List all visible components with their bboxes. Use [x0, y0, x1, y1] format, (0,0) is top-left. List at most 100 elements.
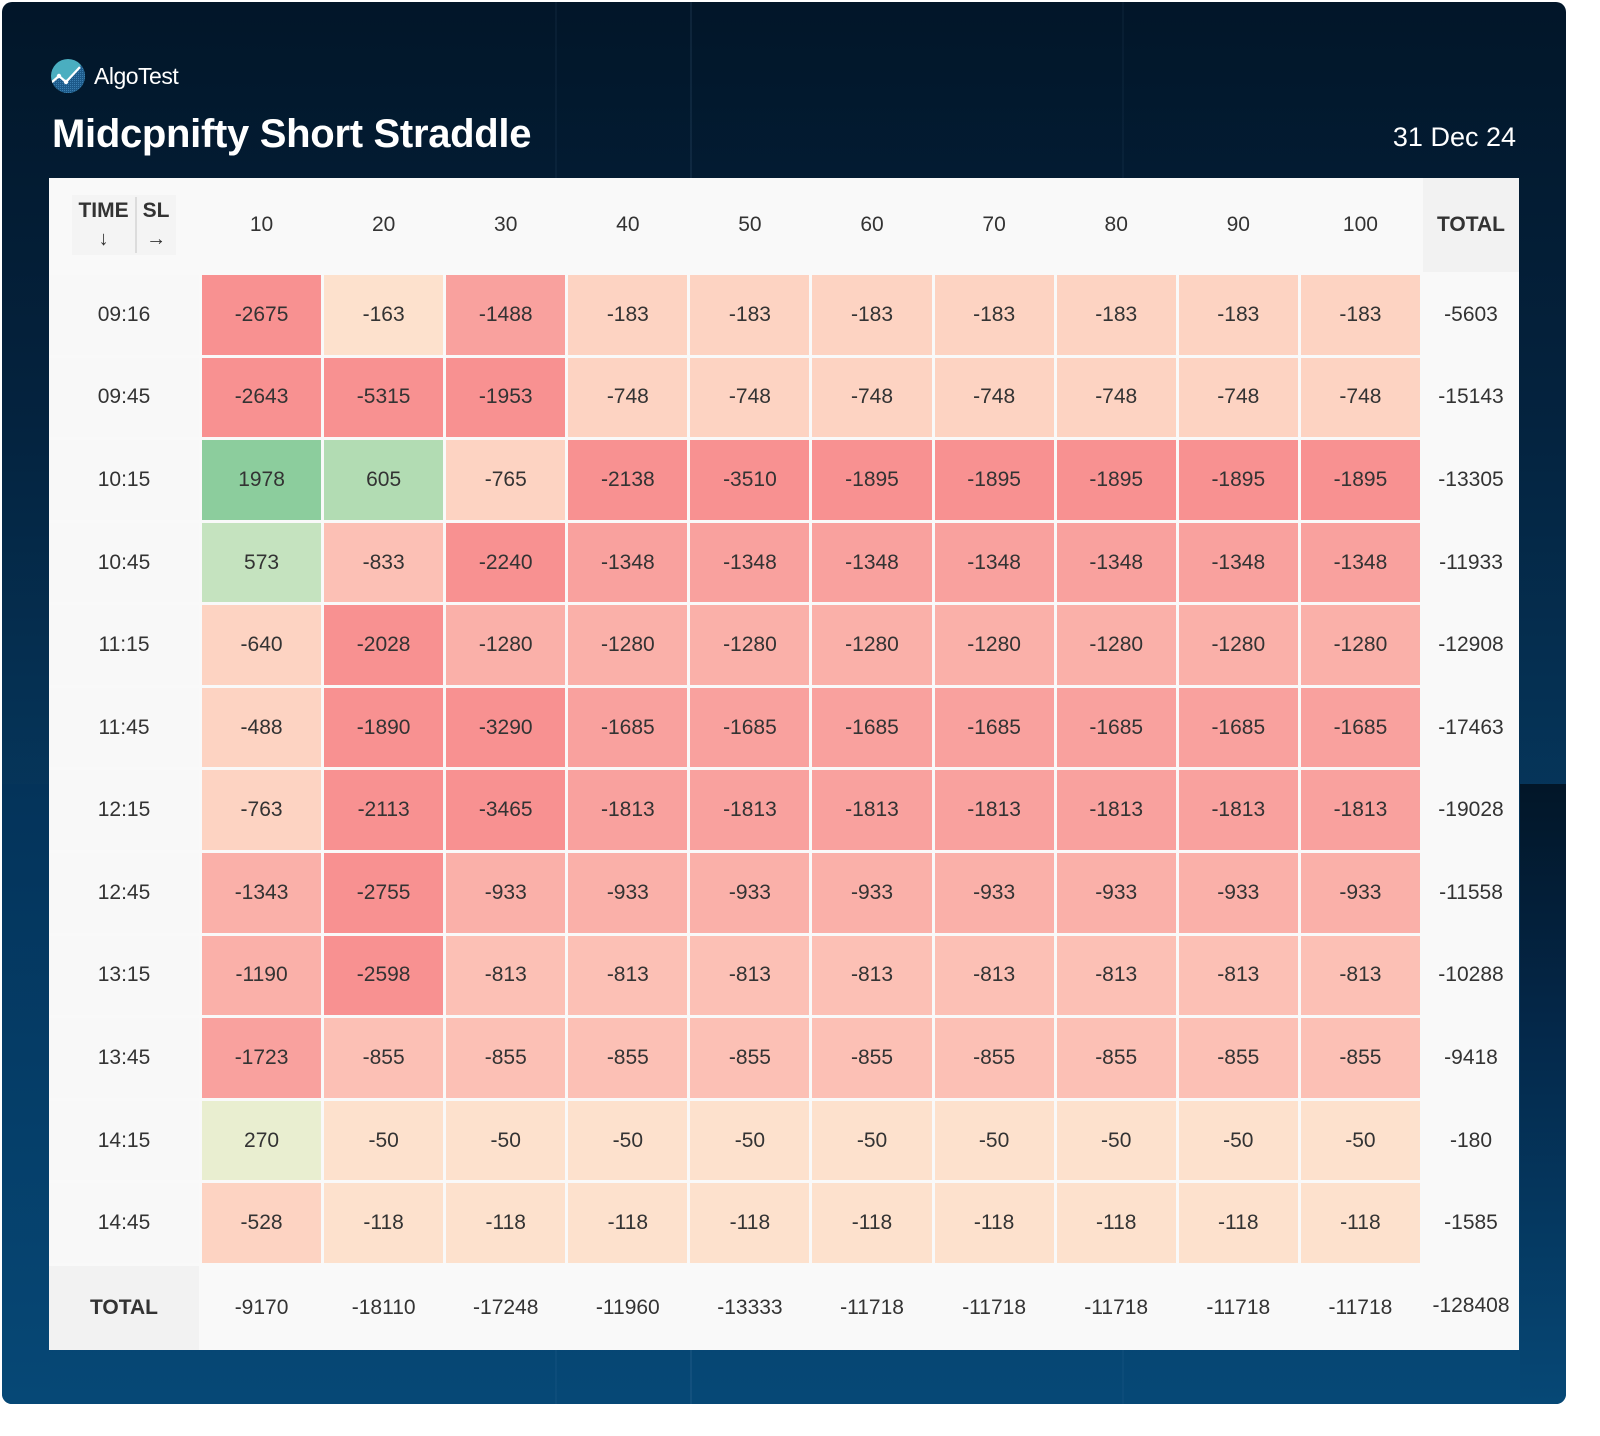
column-total: -11718: [1300, 1266, 1420, 1350]
heatmap-cell: -1813: [690, 770, 810, 851]
heatmap-cell: -813: [812, 935, 932, 1016]
heatmap-cell: -748: [934, 357, 1054, 438]
row-total: -9418: [1423, 1018, 1519, 1098]
heatmap-cell: -50: [446, 1100, 566, 1181]
heatmap-cell: -2028: [324, 605, 444, 685]
heatmap-cell: -50: [934, 1100, 1054, 1181]
heatmap-cell: -855: [446, 1018, 566, 1098]
row-total: -10288: [1423, 935, 1519, 1016]
heatmap-cell: -1280: [446, 605, 566, 685]
column-total: -11718: [934, 1266, 1054, 1350]
heatmap-cell: -855: [1056, 1018, 1176, 1098]
heatmap-cell: -748: [1056, 357, 1176, 438]
heatmap-cell: -1895: [812, 440, 932, 520]
report-date: 31 Dec 24: [1392, 122, 1516, 152]
heatmap-row: 11:45 -488 -1890 -3290 -1685 -1685 -1685 -1685-…: [49, 687, 1519, 768]
heatmap-cell: -50: [324, 1100, 444, 1181]
heatmap-row: 10:45 573 -833 -2240 -1348 -1348 -1348 -1348 -13…: [49, 522, 1519, 603]
heatmap-cell: -1895: [934, 440, 1054, 520]
heatmap-cell: -640: [202, 605, 322, 685]
heatmap-cell: -2675: [202, 275, 322, 355]
heatmap-cell: -833: [324, 522, 444, 603]
heatmap-cell: -1813: [812, 770, 932, 851]
row-total: -11933: [1423, 522, 1519, 603]
heatmap-body: 09:16 -2675 -163 -1488 -183 -183 -183 -183 -183-…: [49, 275, 1519, 1263]
heatmap-cell: -50: [690, 1100, 810, 1181]
heatmap-cell: -1685: [568, 687, 688, 768]
heatmap-cell: -50: [1178, 1100, 1298, 1181]
row-total: -12908: [1423, 605, 1519, 685]
heatmap-cell: -933: [934, 853, 1054, 933]
arrow-down-icon: ↓: [98, 228, 109, 250]
heatmap-cell: -528: [202, 1183, 322, 1263]
corner-header: TIME ↓ SL →: [49, 178, 199, 272]
heatmap-cell: -183: [1178, 275, 1298, 355]
heatmap-cell: -855: [812, 1018, 932, 1098]
column-total: -17248: [446, 1266, 566, 1350]
heatmap-row: 13:45 -1723 -855 -855 -855 -855 -855 -855 -855 -8…: [49, 1018, 1519, 1098]
heatmap-cell: -1813: [1178, 770, 1298, 851]
heatmap-cell: -1280: [1300, 605, 1420, 685]
heatmap-cell: -855: [934, 1018, 1054, 1098]
column-header-sl-60: 60: [812, 178, 932, 272]
heatmap-cell: -118: [1178, 1183, 1298, 1263]
heatmap-cell: -2598: [324, 935, 444, 1016]
heatmap-cell: -1723: [202, 1018, 322, 1098]
row-total: -11558: [1423, 853, 1519, 933]
heatmap-cell: 605: [324, 440, 444, 520]
heatmap-cell: -1895: [1056, 440, 1176, 520]
row-header-time: 11:15: [49, 605, 199, 685]
column-totals-row: TOTAL -9170 -18110 -17248 -11960 -13333 -1171…: [49, 1266, 1519, 1350]
heatmap-cell: -1813: [1300, 770, 1420, 851]
heatmap-cell: -855: [1178, 1018, 1298, 1098]
heatmap-cell: -118: [568, 1183, 688, 1263]
heatmap-cell: -183: [1056, 275, 1176, 355]
heatmap-cell: -118: [934, 1183, 1054, 1263]
time-axis-label: TIME: [78, 199, 129, 222]
time-axis-legend: TIME ↓: [72, 197, 134, 253]
heatmap-cell: -1813: [1056, 770, 1176, 851]
heatmap-cell: -1685: [1056, 687, 1176, 768]
heatmap-cell: -118: [812, 1183, 932, 1263]
heatmap-cell: -183: [934, 275, 1054, 355]
row-header-time: 10:15: [49, 440, 199, 520]
heatmap-cell: -763: [202, 770, 322, 851]
heatmap-row: 09:45 -2643 -5315 -1953 -748 -748 -748 -748 -748…: [49, 357, 1519, 438]
heatmap-cell: -765: [446, 440, 566, 520]
column-total: -11718: [1056, 1266, 1176, 1350]
header-row: TIME ↓ SL → 10 20 30 40 50 60 70 80 90 100 TOTAL: [49, 178, 1519, 272]
heatmap-cell: 573: [202, 522, 322, 603]
heatmap-cell: -1348: [934, 522, 1054, 603]
heatmap-cell: -2113: [324, 770, 444, 851]
row-header-time: 13:45: [49, 1018, 199, 1098]
column-header-sl-50: 50: [690, 178, 810, 272]
heatmap-cell: -1190: [202, 935, 322, 1016]
background-band-left: [2, 784, 50, 1404]
axis-legend: TIME ↓ SL →: [72, 195, 176, 255]
heatmap-cell: -855: [324, 1018, 444, 1098]
heatmap-cell: -748: [690, 357, 810, 438]
row-header-time: 11:45: [49, 687, 199, 768]
heatmap-cell: -1685: [812, 687, 932, 768]
heatmap-cell: -1280: [568, 605, 688, 685]
heatmap-cell: -1685: [690, 687, 810, 768]
row-header-time: 12:45: [49, 853, 199, 933]
heatmap-cell: -118: [446, 1183, 566, 1263]
column-header-sl-80: 80: [1056, 178, 1176, 272]
heatmap-cell: -1953: [446, 357, 566, 438]
heatmap-cell: -118: [690, 1183, 810, 1263]
background-band-right: [1520, 784, 1566, 1404]
corner-divider: [134, 197, 137, 253]
row-header-time: 10:45: [49, 522, 199, 603]
sl-axis-legend: SL →: [137, 197, 176, 253]
sl-axis-label: SL: [142, 199, 170, 222]
heatmap-cell: -183: [812, 275, 932, 355]
heatmap-cell: -933: [812, 853, 932, 933]
heatmap-cell: -748: [1300, 357, 1420, 438]
row-header-time: 14:15: [49, 1100, 199, 1181]
row-header-time: 09:45: [49, 357, 199, 438]
row-total: -15143: [1423, 357, 1519, 438]
heatmap-cell: -2755: [324, 853, 444, 933]
heatmap-cell: -1343: [202, 853, 322, 933]
heatmap-row: 14:45 -528 -118 -118 -118 -118 -118 -118 -118 -11…: [49, 1183, 1519, 1263]
